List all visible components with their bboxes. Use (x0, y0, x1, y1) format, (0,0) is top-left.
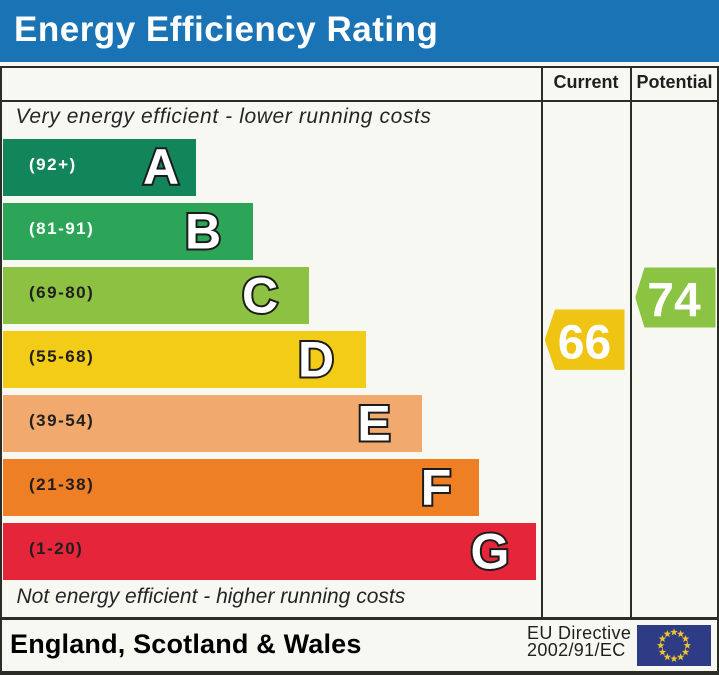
svg-text:B: B (185, 204, 221, 260)
svg-text:E: E (357, 396, 390, 452)
svg-text:F: F (421, 460, 452, 516)
svg-text:74: 74 (647, 275, 701, 328)
svg-text:A: A (143, 139, 179, 195)
svg-text:C: C (242, 268, 278, 324)
svg-text:D: D (298, 332, 334, 388)
svg-text:G: G (471, 524, 510, 580)
svg-text:66: 66 (558, 317, 611, 370)
